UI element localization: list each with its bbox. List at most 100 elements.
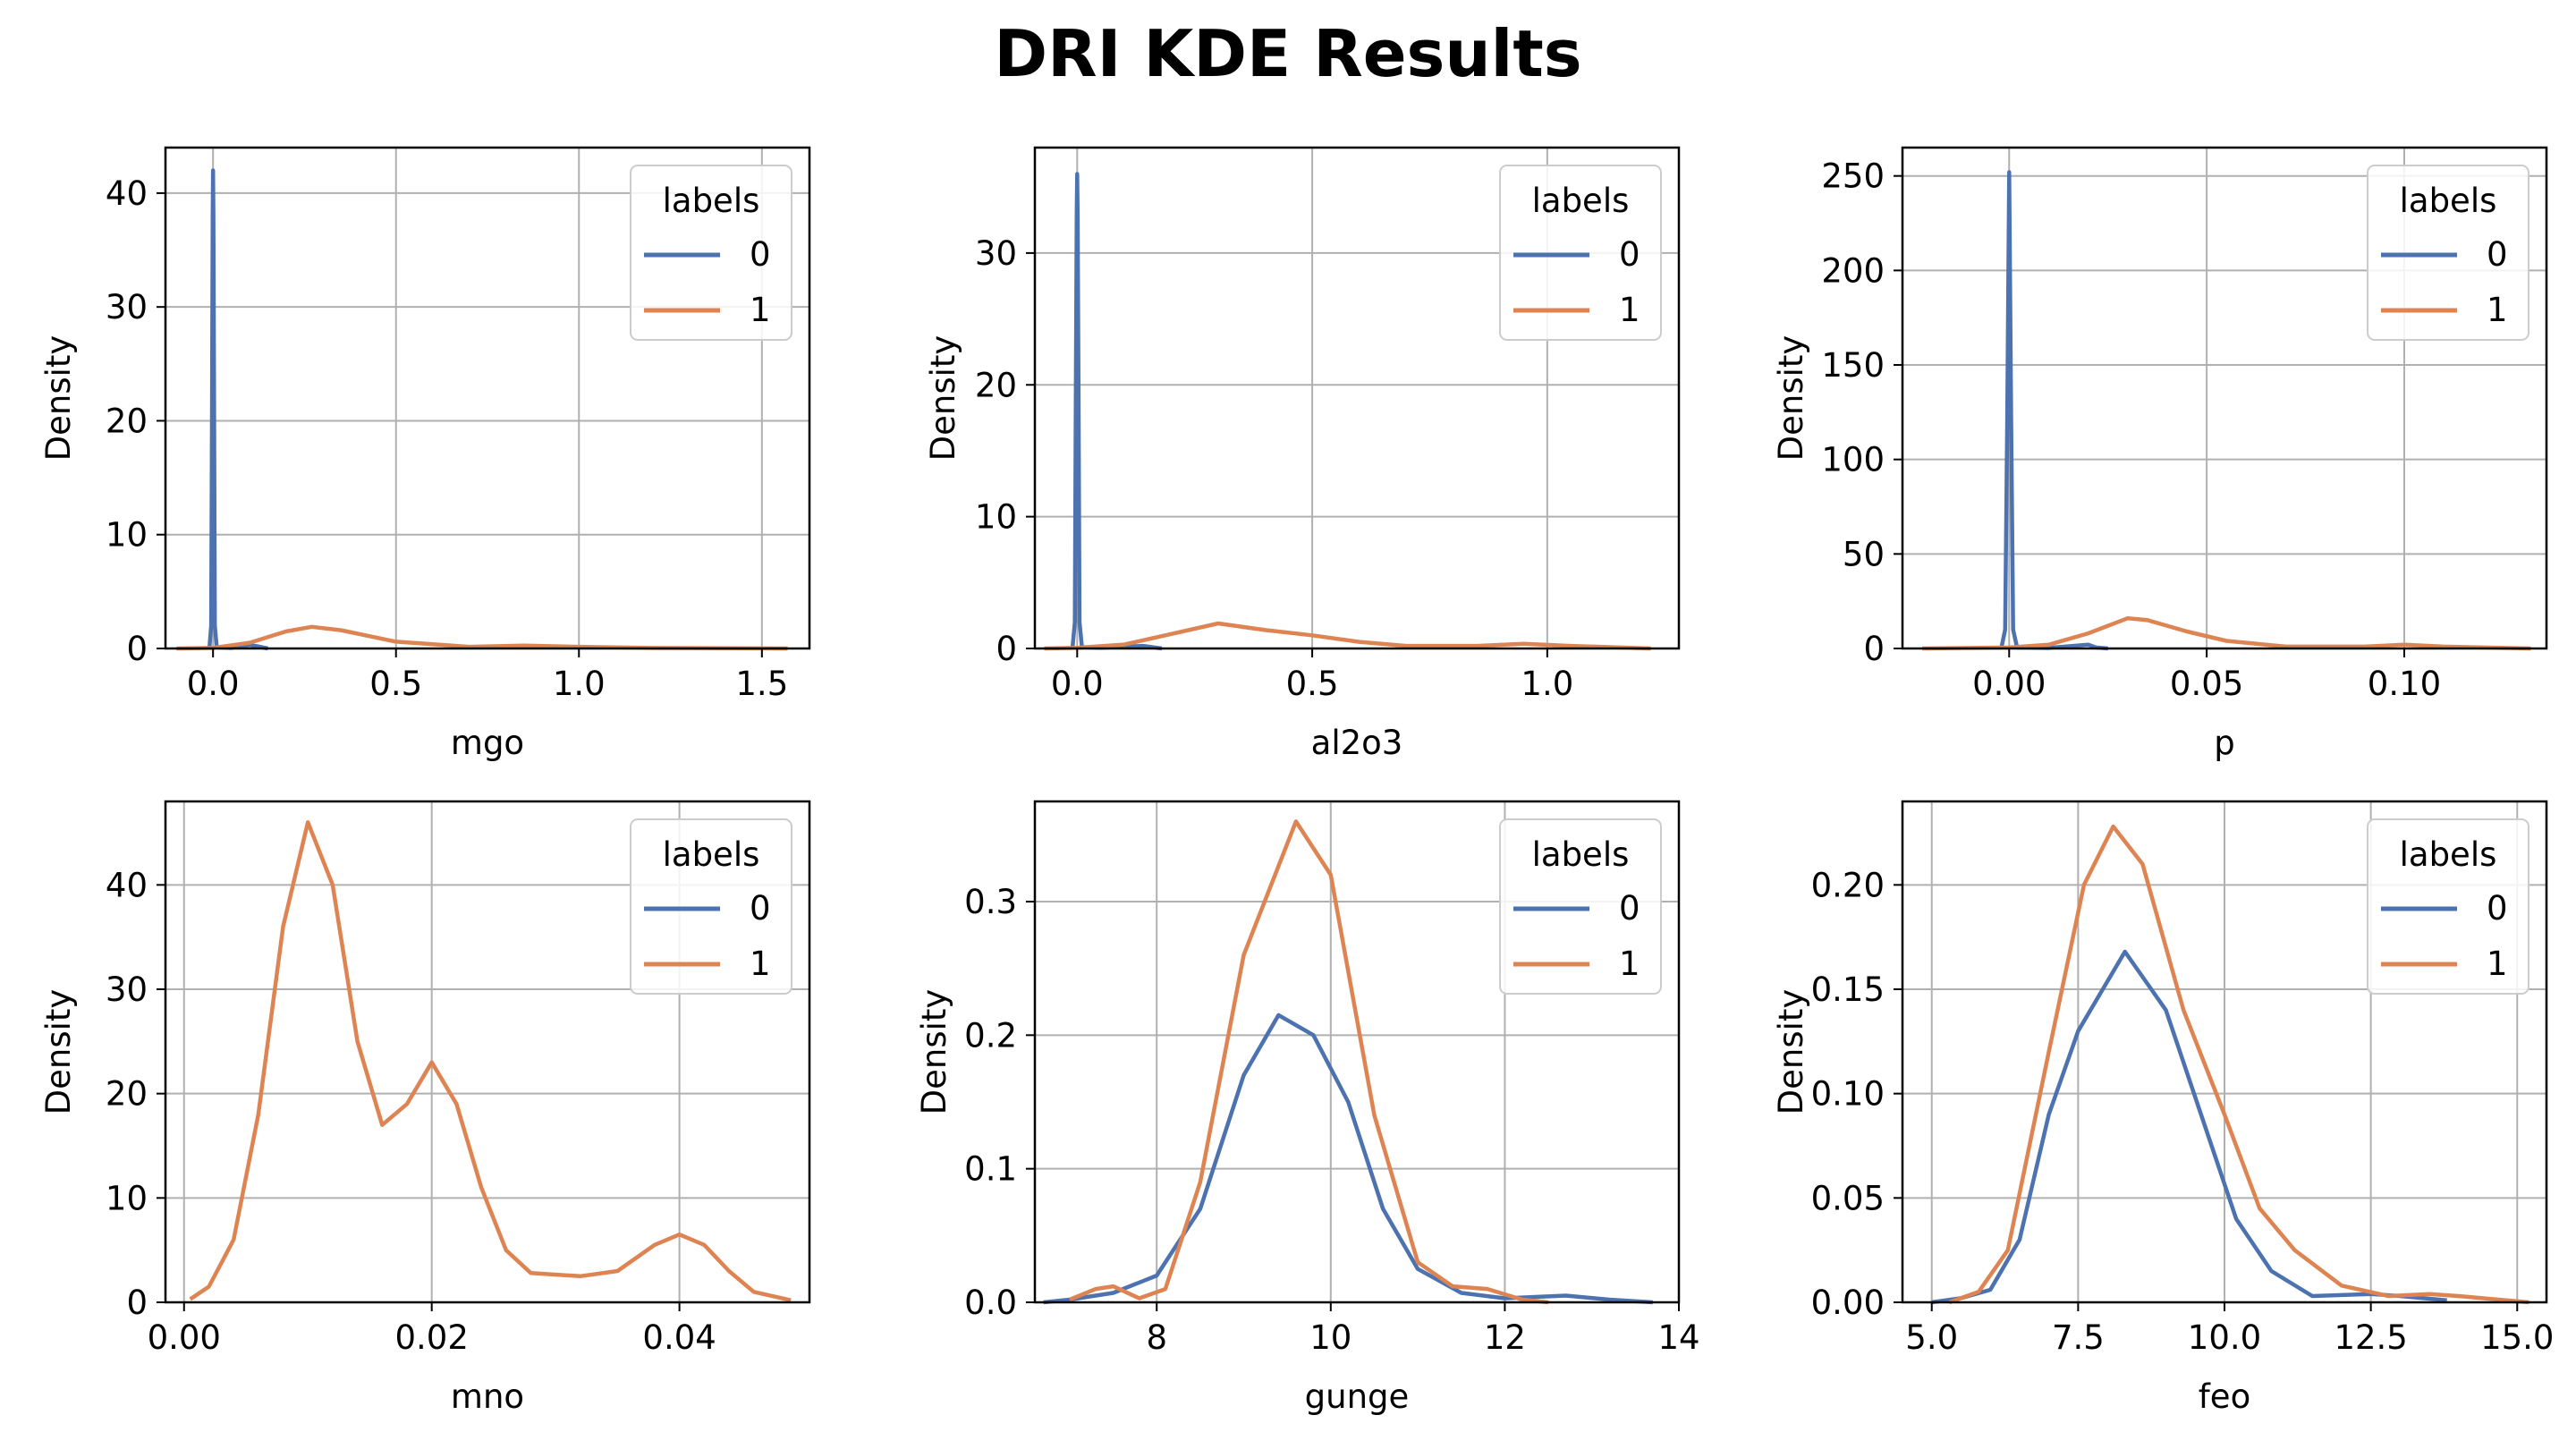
legend-entry-1: 1	[750, 945, 771, 983]
y-tick-label: 20	[106, 402, 148, 440]
x-tick-label: 0.5	[369, 665, 422, 703]
series-line-1	[176, 624, 788, 651]
axes-frame	[1901, 146, 2548, 650]
subplot-feo: 5.0 7.5 10.0 12.5 15.0 0.00 0.05 0.10 0.15 0.20 fe…	[1772, 800, 2554, 1416]
y-tick-label: 10	[975, 498, 1017, 537]
y-tick-label: 30	[106, 970, 148, 1009]
series-line-0	[1999, 170, 2108, 651]
y-tick-label: 20	[975, 366, 1017, 404]
x-tick-label: 5.0	[1905, 1318, 1958, 1357]
y-tick-label: 0.3	[964, 883, 1017, 921]
series-line-1	[1069, 819, 1549, 1305]
x-tick-label: 0.04	[642, 1318, 716, 1357]
legend-entry-0: 0	[2487, 235, 2508, 274]
series-line-1	[1948, 824, 2529, 1305]
legend-title: labels	[1532, 835, 1630, 874]
legend-title: labels	[2400, 182, 2497, 220]
legend-title: labels	[2400, 835, 2497, 874]
x-tick-label: 14	[1657, 1318, 1699, 1357]
series-line-1	[1044, 621, 1651, 651]
y-tick-label: 40	[106, 174, 148, 213]
y-tick-label: 0.20	[1811, 866, 1885, 904]
x-tick-label: 0.02	[394, 1318, 468, 1357]
y-tick-label: 0	[996, 630, 1017, 668]
y-axis-label: Density	[39, 335, 78, 462]
y-tick-label: 0	[126, 630, 148, 668]
legend-entry-1: 1	[2487, 945, 2508, 983]
legend: labels 0 1	[2367, 818, 2529, 995]
axes-frame	[1033, 146, 1681, 650]
legend-entry-1: 1	[1619, 945, 1640, 983]
x-tick-label: 10	[1309, 1318, 1352, 1357]
y-tick-label: 50	[1843, 535, 1885, 573]
subplot-mno: 0.00 0.02 0.04 0 10 20 30 40 mno Density labels 0 1	[39, 800, 811, 1416]
subplot-al2o3: 0.0 0.5 1.0 0 10 20 30 al2o3 Density labels 0 1	[924, 146, 1681, 762]
x-axis-label: gunge	[1305, 1377, 1410, 1416]
legend-title: labels	[663, 182, 760, 220]
x-tick-label: 0.10	[2368, 665, 2441, 703]
x-tick-label: 8	[1146, 1318, 1167, 1357]
subplot-gunge: 8 10 12 14 0.0 0.1 0.2 0.3 gunge Density labels 0 1	[915, 800, 1700, 1416]
y-tick-label: 10	[106, 1179, 148, 1217]
legend: labels 0 1	[630, 165, 792, 341]
y-tick-label: 0.05	[1811, 1179, 1885, 1217]
x-tick-label: 12.5	[2334, 1318, 2407, 1357]
series-line-0	[1070, 172, 1163, 651]
y-axis-label: Density	[924, 335, 962, 462]
legend: labels 0 1	[630, 818, 792, 995]
legend-entry-0: 0	[1619, 235, 1640, 274]
x-axis-label: mgo	[451, 724, 524, 762]
y-tick-label: 0.15	[1811, 970, 1885, 1009]
x-axis-label: mno	[451, 1377, 524, 1416]
x-tick-label: 1.0	[553, 665, 606, 703]
subplot-mgo: 0.0 0.5 1.0 1.5 0 10 20 30 40 mgo Density labels 0 1	[39, 146, 811, 762]
y-tick-label: 0.1	[964, 1150, 1017, 1189]
legend-entry-1: 1	[2487, 291, 2508, 329]
legend-entry-1: 1	[750, 291, 771, 329]
y-tick-label: 0	[126, 1284, 148, 1322]
series-line-0	[1931, 949, 2447, 1305]
y-axis-label: Density	[915, 989, 953, 1115]
figure-title: DRI KDE Results	[994, 16, 1582, 91]
legend: labels 0 1	[1499, 165, 1662, 341]
y-axis-label: Density	[39, 989, 78, 1115]
x-tick-label: 0.0	[187, 665, 240, 703]
y-tick-label: 30	[106, 288, 148, 326]
legend: labels 0 1	[1499, 818, 1662, 995]
y-tick-label: 0	[1863, 630, 1885, 668]
x-tick-label: 0.0	[1051, 665, 1104, 703]
legend-entry-0: 0	[750, 235, 771, 274]
x-tick-label: 10.0	[2188, 1318, 2261, 1357]
y-tick-label: 100	[1821, 441, 1885, 479]
x-tick-label: 0.00	[148, 1318, 221, 1357]
x-axis-label: feo	[2199, 1377, 2250, 1416]
series-line-0	[207, 168, 268, 651]
legend-entry-1: 1	[1619, 291, 1640, 329]
y-tick-label: 10	[106, 516, 148, 555]
y-axis-label: Density	[1772, 989, 1810, 1115]
y-tick-label: 250	[1821, 157, 1885, 196]
y-tick-label: 0.0	[964, 1284, 1017, 1322]
y-axis-label: Density	[1772, 335, 1810, 462]
axes-frame	[1033, 800, 1681, 1304]
x-tick-label: 15.0	[2480, 1318, 2554, 1357]
x-axis-label: p	[2214, 724, 2235, 762]
x-tick-label: 0.5	[1286, 665, 1339, 703]
x-axis-label: al2o3	[1311, 724, 1403, 762]
legend-entry-0: 0	[750, 889, 771, 928]
x-tick-label: 1.5	[735, 665, 788, 703]
y-tick-label: 0.10	[1811, 1075, 1885, 1114]
legend-entry-0: 0	[1619, 889, 1640, 928]
y-tick-label: 40	[106, 866, 148, 904]
legend-title: labels	[1532, 182, 1630, 220]
axes-frame	[164, 146, 811, 650]
y-tick-label: 200	[1821, 251, 1885, 290]
y-tick-label: 150	[1821, 346, 1885, 385]
y-tick-label: 30	[975, 234, 1017, 273]
subplot-p: 0.00 0.05 0.10 0 50 100 150 200 250 p Density label…	[1772, 146, 2548, 762]
legend: labels 0 1	[2367, 165, 2529, 341]
series-line-1	[1922, 615, 2531, 651]
x-tick-label: 0.00	[1972, 665, 2046, 703]
x-tick-label: 7.5	[2052, 1318, 2105, 1357]
